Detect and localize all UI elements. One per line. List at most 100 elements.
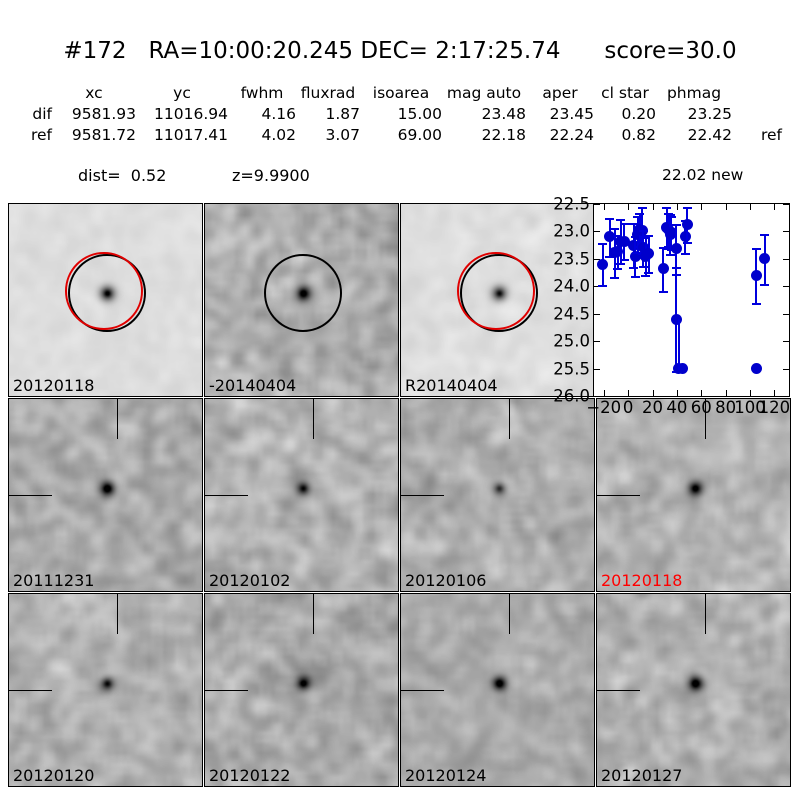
cell-ref-note: ref — [760, 126, 782, 144]
error-bar-cap — [637, 207, 647, 210]
table-header-row: xc yc fwhm fluxrad isoarea mag auto aper… — [0, 84, 782, 105]
data-point[interactable] — [679, 231, 691, 243]
col-header-fluxrad: fluxrad — [300, 84, 356, 102]
error-bar-cap — [682, 242, 692, 245]
light-curve-plot[interactable]: 22.5 23.0 23.5 24.0 24.5 25.0 25.5 26.0 −20 0 20 40… — [553, 195, 790, 418]
col-header-note — [732, 84, 782, 105]
crosshair-tick-left — [9, 495, 52, 496]
y-axis-tick — [594, 396, 600, 397]
row-label-dif: dif — [32, 105, 52, 123]
x-axis-tick — [676, 390, 678, 396]
error-bar-cap — [613, 234, 623, 237]
col-header-magauto: mag auto — [446, 84, 522, 102]
y-axis-tick — [594, 258, 600, 260]
cell-dif-phmag: 23.25 — [687, 105, 732, 123]
cell-ref-fwhm: 4.02 — [261, 126, 296, 144]
upper-limit-bar — [677, 319, 680, 370]
data-point[interactable] — [657, 263, 669, 275]
x-axis-tick-label: −20 — [586, 398, 622, 417]
cell-dif-note — [732, 105, 782, 126]
y-axis-tick — [783, 258, 789, 260]
row-label-ref: ref — [30, 126, 52, 144]
data-point[interactable] — [750, 363, 762, 375]
error-bar-cap — [613, 267, 623, 270]
stamp-date-label: 20111231 — [13, 571, 95, 590]
crosshair-tick-left — [205, 690, 248, 691]
error-bar-cap — [665, 213, 675, 216]
cutout-stamp[interactable]: R20140404 — [400, 203, 595, 397]
error-bar-cap — [662, 206, 672, 209]
data-point[interactable] — [681, 219, 693, 231]
x-axis-tick — [701, 204, 703, 210]
new-phmag-value: 22.02 new — [662, 166, 744, 184]
cutout-stamp[interactable]: 20120118 — [596, 398, 791, 592]
col-header-clstar: cl star — [601, 84, 649, 102]
error-bar-cap — [671, 224, 681, 227]
col-header-blank — [0, 84, 52, 105]
data-point[interactable] — [629, 250, 641, 262]
error-bar-cap — [605, 256, 615, 259]
redshift-value: z=9.9900 — [232, 166, 310, 185]
data-point[interactable] — [670, 313, 682, 325]
cell-ref-magauto: 22.18 — [481, 126, 526, 144]
header-section: #172 RA=10:00:20.245 DEC= 2:17:25.74 sco… — [0, 0, 800, 196]
col-header-xc: xc — [85, 84, 103, 102]
aperture-circle-red — [457, 252, 535, 330]
data-point[interactable] — [597, 258, 609, 270]
crosshair-tick-top — [705, 399, 706, 439]
x-axis-tick-label: 20 — [642, 398, 663, 417]
cutout-stamp[interactable]: 20120102 — [204, 398, 399, 592]
y-axis-tick-label: 26.0 — [553, 386, 590, 406]
error-bar-cap — [638, 265, 648, 268]
cell-ref-phmag: 22.42 — [687, 126, 732, 144]
error-bar-cap — [662, 248, 672, 251]
data-point[interactable] — [670, 243, 682, 255]
x-axis-tick — [603, 390, 605, 396]
col-header-isoarea: isoarea — [372, 84, 430, 102]
crosshair-tick-top — [117, 594, 118, 634]
x-axis-tick — [701, 390, 703, 396]
stamp-date-label: R20140404 — [405, 376, 498, 395]
cutout-stamp[interactable]: -20140404 — [204, 203, 399, 397]
y-axis-tick — [594, 313, 600, 315]
y-axis-tick — [594, 204, 600, 205]
data-point[interactable] — [618, 235, 630, 247]
data-point[interactable] — [676, 363, 688, 375]
cutout-stamp[interactable]: 20120118 — [8, 203, 203, 397]
error-bar-cap — [610, 276, 620, 279]
x-axis-tick — [652, 390, 654, 396]
data-point[interactable] — [637, 242, 649, 254]
x-axis-tick — [652, 204, 654, 210]
y-axis-tick-label: 22.5 — [553, 194, 590, 214]
dist-redshift-line: dist= 0.52 z=9.9900 — [0, 166, 800, 242]
data-point[interactable] — [612, 245, 624, 257]
error-bar-cap — [658, 290, 668, 293]
y-axis-tick-label: 25.5 — [553, 359, 590, 379]
data-point[interactable] — [665, 227, 677, 239]
cell-dif-isoarea: 15.00 — [397, 105, 442, 123]
cell-ref-isoarea: 69.00 — [397, 126, 442, 144]
data-point[interactable] — [759, 253, 771, 265]
col-header-phmag: phmag — [666, 84, 722, 102]
data-point[interactable] — [628, 239, 640, 251]
cutout-stamp[interactable]: 20111231 — [8, 398, 203, 592]
table-row: ref 9581.72 11017.41 4.02 3.07 69.00 22.… — [0, 126, 782, 147]
cutout-stamp[interactable]: 20120127 — [596, 593, 791, 787]
error-bar-cap — [616, 219, 626, 222]
data-point[interactable] — [643, 247, 655, 259]
error-bar-cap — [635, 213, 645, 216]
crosshair-tick-top — [313, 399, 314, 439]
crosshair-tick-top — [117, 399, 118, 439]
cutout-stamp[interactable]: 20120124 — [400, 593, 595, 787]
cutout-stamp[interactable]: 20120106 — [400, 398, 595, 592]
x-axis-tick-label: 60 — [690, 398, 712, 417]
data-point[interactable] — [604, 231, 616, 243]
data-point[interactable] — [750, 269, 762, 281]
cutout-grid: 20120118 -20140404 R20140404 20111231 201201… — [8, 203, 792, 792]
crosshair-tick-top — [705, 594, 706, 634]
cutout-stamp[interactable]: 20120122 — [204, 593, 399, 787]
error-bar-cap — [616, 263, 626, 266]
error-bar-cap — [665, 254, 675, 257]
stamp-date-label: 20120118 — [13, 376, 95, 395]
cutout-stamp[interactable]: 20120120 — [8, 593, 203, 787]
